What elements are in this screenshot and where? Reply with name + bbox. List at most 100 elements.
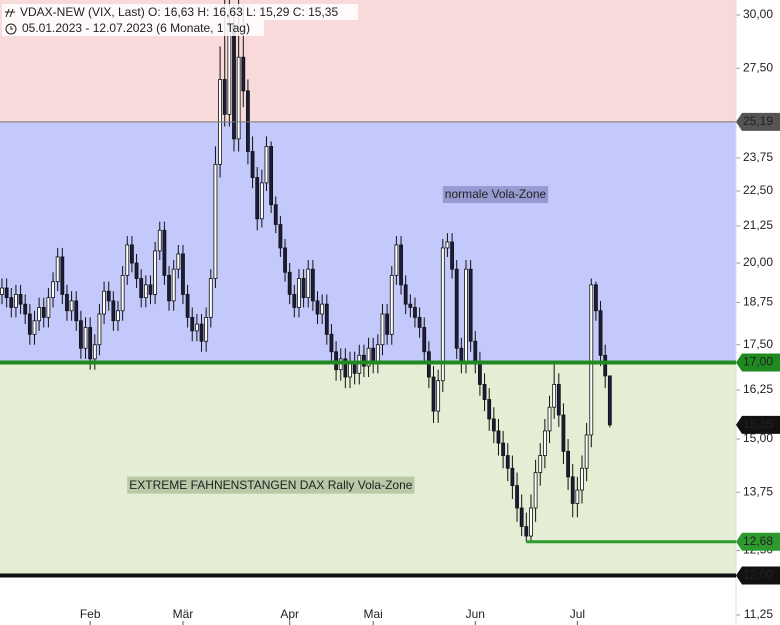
y-tick-label: 11,25 xyxy=(744,607,773,621)
candle-body xyxy=(125,244,130,276)
candle-body xyxy=(65,294,69,312)
candle-body xyxy=(450,241,454,270)
candle-body xyxy=(510,467,515,487)
clock-icon xyxy=(5,23,17,35)
x-tick-label: Jul xyxy=(570,607,585,621)
y-tick-label: 13,75 xyxy=(743,484,773,498)
candle-body xyxy=(487,399,492,420)
candle-body xyxy=(371,347,376,363)
y-tick-label: 20,00 xyxy=(743,255,773,269)
price-badge xyxy=(736,415,780,434)
candle-body xyxy=(51,281,55,299)
candle-body xyxy=(380,313,385,346)
candle-body xyxy=(478,362,482,385)
candle-body xyxy=(27,313,32,335)
zone xyxy=(0,121,736,363)
candle-body xyxy=(598,310,603,356)
price-badge-label: 15,35 xyxy=(743,417,773,431)
candle-body xyxy=(575,489,580,504)
candle-body xyxy=(491,418,496,432)
candle-body xyxy=(570,476,575,504)
candle-body xyxy=(533,472,538,509)
candle-body xyxy=(482,384,487,400)
candle-body xyxy=(4,287,9,299)
candle-body xyxy=(524,526,529,537)
candle-body xyxy=(310,268,315,302)
price-badge xyxy=(736,566,780,585)
candle-body xyxy=(399,244,403,286)
header-bg xyxy=(2,20,264,36)
annotation-bg xyxy=(442,186,549,204)
candle-body xyxy=(287,271,292,295)
candle-body xyxy=(199,323,204,342)
y-tick-label: 18,75 xyxy=(743,295,773,309)
candle-body xyxy=(552,384,557,408)
candle-body xyxy=(23,303,28,315)
x-tick-label: Apr xyxy=(280,607,299,621)
annotation: normale Vola-Zone xyxy=(445,187,547,201)
candle-body xyxy=(162,229,167,276)
price-badge-label: 25,19 xyxy=(743,114,773,128)
candle-body xyxy=(594,284,598,312)
candle-body xyxy=(315,300,320,315)
price-badge-label: 12,00 xyxy=(743,568,773,582)
x-tick-label: Mai xyxy=(364,607,383,621)
candle-body xyxy=(46,297,51,318)
candle-body xyxy=(9,297,14,308)
candle-body xyxy=(607,375,612,426)
candle-body xyxy=(538,455,543,473)
price-badge xyxy=(736,112,780,131)
candle-body xyxy=(250,151,255,178)
y-tick-label: 23,75 xyxy=(743,150,773,164)
candle-body xyxy=(116,310,120,322)
candle-body xyxy=(14,294,18,308)
candle-body xyxy=(468,268,473,342)
zone xyxy=(0,362,736,576)
candle-body xyxy=(292,294,297,308)
candle-body xyxy=(176,253,181,270)
indicator-icon xyxy=(5,8,15,18)
candle-body xyxy=(88,327,93,360)
candle-body xyxy=(18,294,23,305)
candle-body xyxy=(139,278,144,299)
candle-body xyxy=(120,274,125,312)
candle-body xyxy=(542,430,547,456)
candle-body xyxy=(440,247,445,382)
candle-body xyxy=(278,224,283,249)
y-tick-label: 21,25 xyxy=(743,218,773,232)
candle-body xyxy=(134,262,139,279)
candle-body xyxy=(167,274,171,302)
candle-body xyxy=(417,316,422,328)
candle-body xyxy=(259,182,264,220)
candle-body xyxy=(60,256,65,295)
candle-body xyxy=(32,320,37,335)
candle-body xyxy=(283,247,287,273)
candle-body xyxy=(422,327,427,353)
y-tick-label: 17,50 xyxy=(743,337,773,351)
candle-body xyxy=(227,24,232,115)
candle-body xyxy=(584,434,589,469)
candle-body xyxy=(394,244,399,276)
candle-body xyxy=(375,344,380,363)
candle-body xyxy=(213,163,218,279)
candle-body xyxy=(111,300,116,322)
candle-body xyxy=(366,347,371,367)
y-tick-label: 27,50 xyxy=(743,60,773,74)
chart-subtitle: 05.01.2023 - 12.07.2023 (6 Monate, 1 Tag… xyxy=(22,21,250,35)
candle-body xyxy=(413,307,417,318)
candle-body xyxy=(348,362,352,378)
candle-body xyxy=(445,241,450,249)
candle-body xyxy=(102,290,106,315)
x-tick-label: Jun xyxy=(466,607,485,621)
candle-body xyxy=(83,327,88,349)
candle-body xyxy=(236,56,241,140)
y-tick-label: 30,00 xyxy=(743,7,773,21)
y-tick-label: 15,00 xyxy=(743,431,773,445)
candle-body xyxy=(329,333,334,353)
candle-body xyxy=(92,344,97,360)
y-tick-label: 22,50 xyxy=(743,183,773,197)
candle-body xyxy=(589,284,594,436)
candle-body xyxy=(403,284,408,305)
header-bg xyxy=(2,4,358,20)
candle-body xyxy=(171,268,176,302)
